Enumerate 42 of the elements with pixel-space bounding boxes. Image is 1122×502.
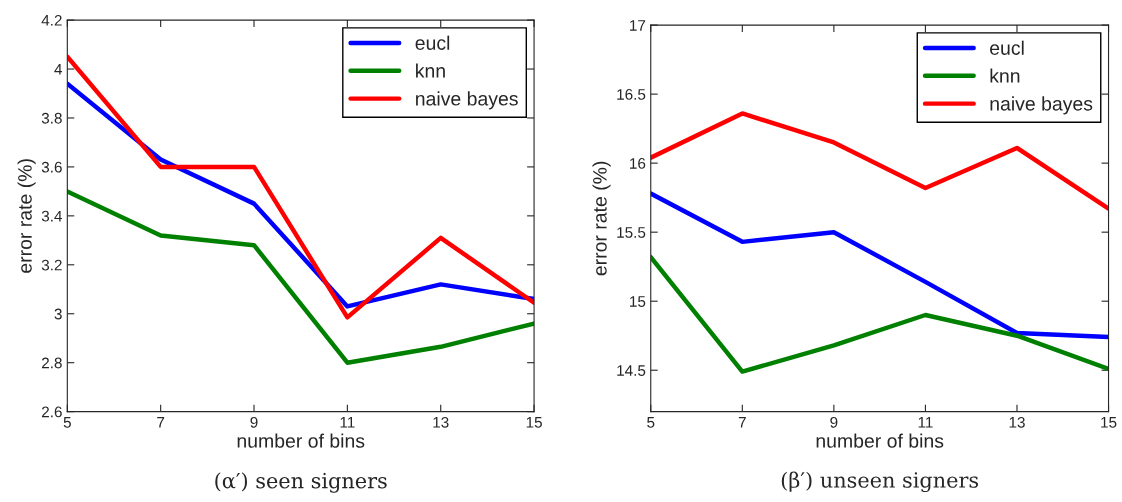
- x-tick-label: 5: [647, 417, 655, 428]
- x-tick-label: 13: [433, 416, 449, 428]
- y-tick-label: 16.5: [617, 88, 646, 100]
- x-tick-label: 11: [918, 417, 933, 428]
- legend-label: knn: [416, 63, 445, 78]
- y-tick-label: 3.8: [41, 112, 62, 124]
- legend-label: naive bayes: [990, 96, 1093, 115]
- x-tick-label: 9: [250, 416, 258, 428]
- x-tick-label: 11: [340, 417, 355, 428]
- x-tick-label: 7: [157, 417, 165, 428]
- y-tick-label: 3.2: [41, 259, 62, 271]
- y-tick-label: 17: [630, 20, 646, 31]
- line-series: [67, 189, 535, 365]
- y-axis-title: error rate (%): [592, 161, 611, 276]
- legend-label: knn: [990, 68, 1020, 83]
- y-tick-label: 4: [54, 64, 63, 75]
- text: (β′) unseen signers: [781, 471, 979, 493]
- y-tick-label: 15: [630, 296, 646, 307]
- x-tick-label: 9: [830, 416, 838, 428]
- line-series: [650, 191, 1109, 340]
- y-tick-label: 3.4: [41, 210, 63, 222]
- legend-label: eucl: [415, 35, 450, 50]
- y-tick-label: 14.5: [617, 365, 646, 376]
- y-tick-label: 2.8: [41, 357, 62, 369]
- x-axis-title: number of bins: [237, 433, 365, 448]
- y-tick-label: 16: [630, 158, 646, 169]
- x-axis-title: number of bins: [816, 433, 944, 448]
- x-tick-label: 15: [526, 417, 542, 428]
- legend-label: eucl: [990, 40, 1024, 55]
- x-tick-label: 15: [1101, 417, 1117, 428]
- legend-label: naive bayes: [416, 91, 518, 110]
- x-tick-label: 7: [738, 417, 746, 428]
- y-tick-label: 3.6: [41, 161, 62, 173]
- y-tick-label: 4.2: [41, 14, 62, 26]
- y-tick-label: 2.6: [41, 406, 62, 418]
- text: (α′) seen signers: [215, 472, 387, 493]
- y-tick-label: 15.5: [617, 227, 646, 238]
- x-tick-label: 5: [63, 417, 71, 428]
- y-axis-title: error rate (%): [17, 159, 36, 273]
- x-tick-label: 13: [1009, 416, 1025, 428]
- line-series: [650, 254, 1109, 374]
- y-tick-label: 3: [54, 308, 62, 320]
